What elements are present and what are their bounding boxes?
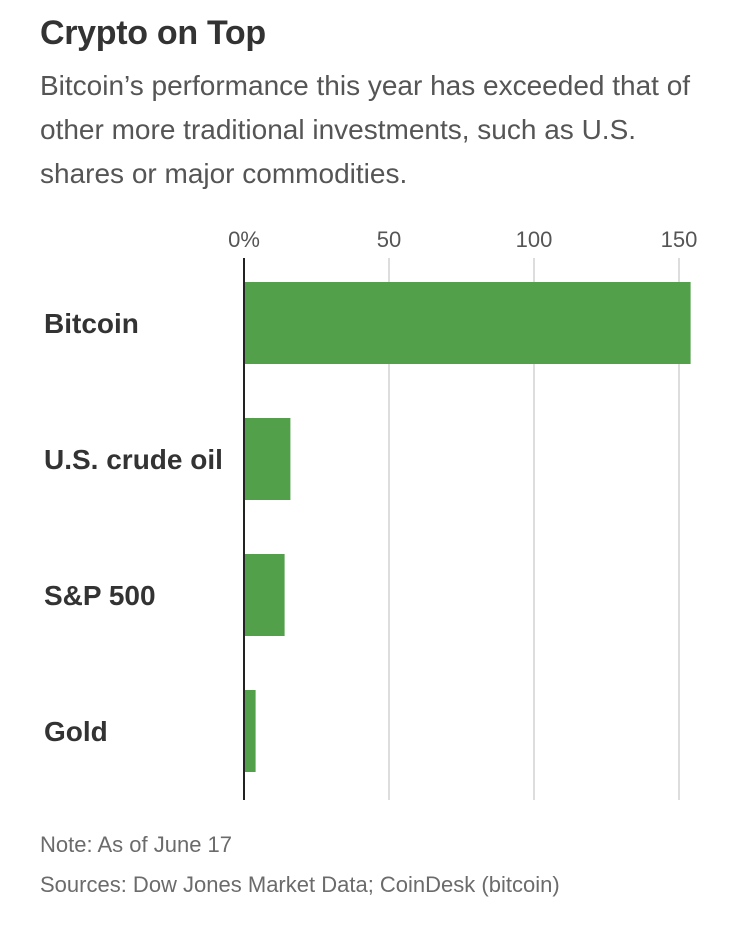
bar-gold	[244, 690, 256, 772]
chart-note: Note: As of June 17	[40, 832, 233, 857]
category-label-s-p-500: S&P 500	[44, 580, 156, 611]
category-label-gold: Gold	[44, 716, 108, 747]
chart-sources: Sources: Dow Jones Market Data; CoinDesk…	[40, 872, 560, 897]
bar-chart: Bitcoin U.S. crude oil S&P 500 Gold 0% 50 100…	[44, 227, 698, 800]
bar-s-p-500	[244, 554, 285, 636]
x-tick-label-150: 150	[661, 227, 698, 252]
chart-subtitle: Bitcoin’s performance this year has exce…	[40, 70, 691, 189]
x-tick-label-0: 0%	[228, 227, 260, 252]
x-tick-label-100: 100	[516, 227, 553, 252]
chart-title: Crypto on Top	[40, 14, 266, 52]
bar-bitcoin	[244, 282, 691, 364]
category-label-u-s-crude-oil: U.S. crude oil	[44, 444, 223, 475]
x-tick-label-50: 50	[377, 227, 401, 252]
category-label-bitcoin: Bitcoin	[44, 308, 139, 339]
bar-u-s-crude-oil	[244, 418, 291, 500]
